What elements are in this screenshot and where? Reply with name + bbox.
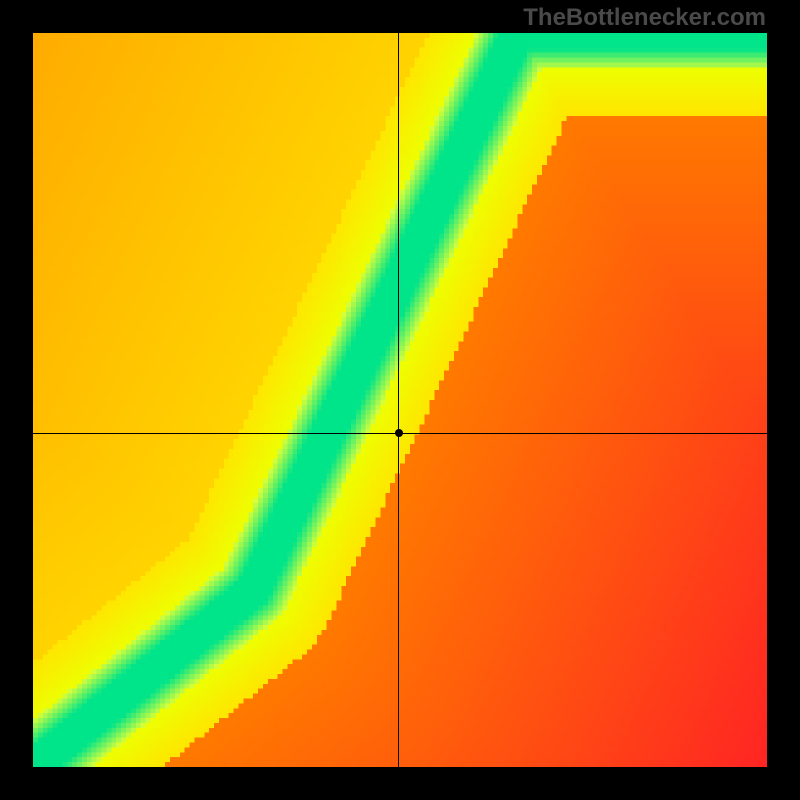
bottleneck-heatmap (33, 33, 767, 767)
crosshair-vertical (398, 33, 399, 767)
watermark-text: TheBottlenecker.com (523, 4, 766, 32)
crosshair-marker (395, 429, 403, 437)
